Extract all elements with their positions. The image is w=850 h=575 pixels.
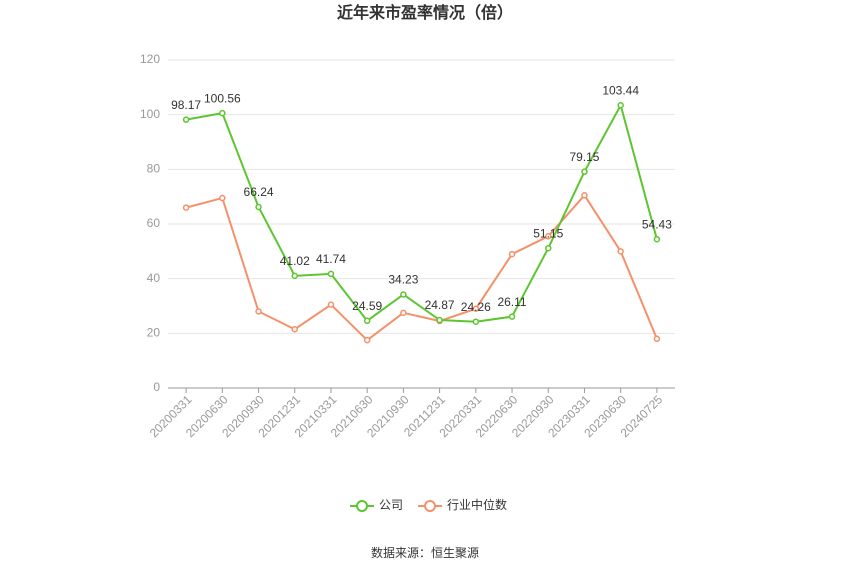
point [327,270,335,278]
point [617,102,624,109]
legend-label: 公司 [379,498,403,512]
point [436,316,443,324]
point [255,308,262,315]
data-label: 79.15 [569,150,599,164]
data-label: 54.43 [642,217,672,231]
legend-marker [424,500,436,512]
point [581,168,588,175]
point [545,233,552,240]
chart-title: 近年来市盈率情况（倍） [337,3,513,22]
point [363,336,371,344]
point [472,318,480,325]
data-label: 26.11 [497,295,526,309]
data-label: 24.59 [352,299,382,313]
data-label: 98.17 [171,98,201,112]
point [291,325,298,333]
data-label: 24.87 [425,298,455,312]
y-tick-label: 120 [140,52,160,66]
y-tick-label: 100 [140,107,160,121]
point [182,116,190,123]
y-tick-label: 0 [153,380,160,394]
point [400,309,407,317]
point [472,305,480,312]
point [653,235,661,243]
y-tick-label: 60 [147,216,161,230]
y-tick-label: 20 [147,326,161,340]
data-label: 103.44 [602,83,639,97]
point [255,203,262,211]
data-label: 41.02 [280,254,310,268]
legend-label: 行业中位数 [447,497,507,512]
data-label: 100.56 [204,91,241,105]
data-label: 24.26 [461,300,491,314]
point [508,250,516,258]
point [508,313,516,320]
point [291,272,298,280]
point [219,109,226,117]
point [219,194,226,202]
legend-marker [356,500,368,512]
point [182,204,190,211]
data-label: 51.15 [533,226,563,240]
source-note: 数据来源：恒生聚源 [371,545,479,560]
y-tick-label: 80 [147,162,161,176]
point [653,335,661,343]
point [327,301,335,308]
data-label: 41.74 [316,252,346,266]
point [581,192,588,199]
series-line [185,102,658,323]
series-line [185,193,658,342]
data-label: 66.24 [244,185,274,199]
y-tick-label: 40 [147,271,161,285]
point [363,317,371,325]
data-label: 34.23 [388,273,418,287]
point [400,291,407,298]
point [617,248,624,255]
point [545,244,552,252]
